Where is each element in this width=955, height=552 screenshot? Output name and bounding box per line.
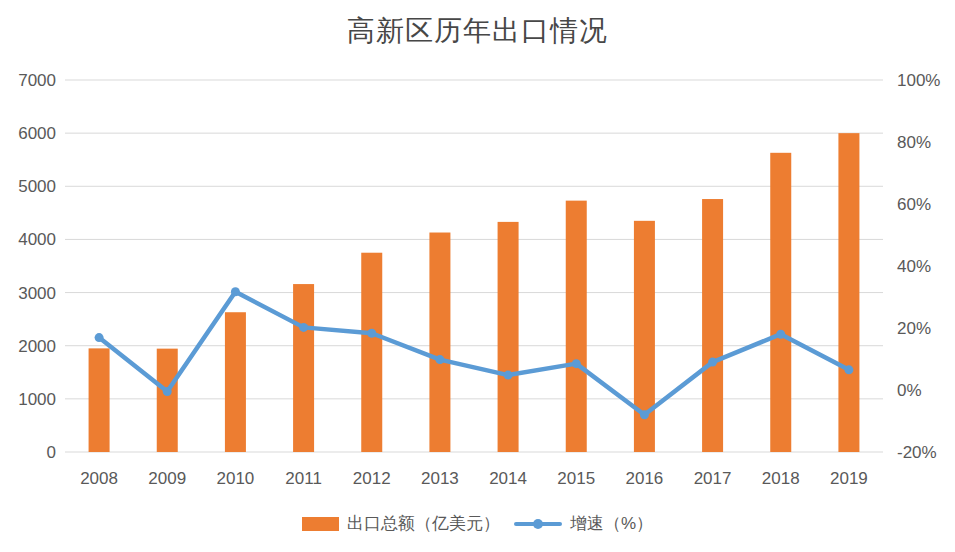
x-tick-2008: 2008: [80, 469, 118, 488]
y-left-tick-4000: 4000: [18, 230, 56, 249]
growth-marker-2009: [163, 387, 172, 396]
bar-2010: [225, 312, 246, 452]
legend-item-growth: 增速（%）: [514, 512, 653, 535]
y-right-tick-100%: 100%: [897, 71, 940, 90]
x-tick-2011: 2011: [285, 469, 322, 488]
y-left-tick-0: 0: [47, 443, 56, 462]
legend-bar-swatch-icon: [302, 517, 339, 531]
chart-page: 高新区历年出口情况 0 1000 2000 3000 4000 5000 6000 7000 -…: [0, 0, 955, 552]
gridlines: [65, 80, 883, 452]
bar-2009: [157, 349, 178, 452]
x-tick-2013: 2013: [421, 469, 459, 488]
x-tick-2017: 2017: [694, 469, 732, 488]
growth-marker-2010: [231, 287, 240, 296]
y-right-tick-20%: 20%: [897, 319, 931, 338]
bar-2008: [89, 348, 110, 452]
legend-item-exports: 出口总额（亿美元）: [302, 512, 500, 535]
bar-2011: [293, 284, 314, 452]
bar-2014: [498, 222, 519, 452]
y-left-tick-5000: 5000: [18, 177, 56, 196]
chart-title: 高新区历年出口情况: [0, 12, 955, 50]
x-tick-2019: 2019: [830, 469, 868, 488]
y-left-tick-2000: 2000: [18, 337, 56, 356]
growth-marker-2014: [504, 371, 513, 380]
growth-marker-2011: [299, 323, 308, 332]
growth-marker-2018: [776, 330, 785, 339]
bar-2012: [361, 253, 382, 452]
legend-label-exports: 出口总额（亿美元）: [347, 512, 500, 535]
bar-2018: [770, 153, 791, 452]
y-left-tick-1000: 1000: [18, 390, 56, 409]
legend-line-marker-icon: [514, 519, 562, 529]
growth-marker-2015: [572, 359, 581, 368]
y-right-tick--20%: -20%: [897, 443, 937, 462]
x-tick-2012: 2012: [353, 469, 391, 488]
y-right-tick-60%: 60%: [897, 195, 931, 214]
growth-marker-2013: [435, 355, 444, 364]
x-tick-2016: 2016: [626, 469, 664, 488]
growth-marker-2016: [640, 410, 649, 419]
legend-label-growth: 增速（%）: [570, 512, 653, 535]
growth-marker-2012: [367, 329, 376, 338]
bar-2013: [429, 233, 450, 452]
y-left-tick-3000: 3000: [18, 284, 56, 303]
y-left-tick-6000: 6000: [18, 124, 56, 143]
x-tick-2018: 2018: [762, 469, 800, 488]
chart-legend: 出口总额（亿美元） 增速（%）: [0, 512, 955, 535]
y-right-tick-80%: 80%: [897, 133, 931, 152]
x-tick-2010: 2010: [217, 469, 255, 488]
y-right-tick-0%: 0%: [897, 381, 922, 400]
growth-marker-2017: [708, 358, 717, 367]
chart-svg: 0 1000 2000 3000 4000 5000 6000 7000 -20% 0% 20% 40…: [0, 0, 955, 552]
growth-marker-2008: [95, 333, 104, 342]
x-tick-2009: 2009: [148, 469, 186, 488]
bar-2015: [566, 201, 587, 452]
bar-2019: [838, 133, 859, 452]
growth-marker-2019: [844, 365, 853, 374]
y-left-tick-7000: 7000: [18, 71, 56, 90]
bar-2017: [702, 199, 723, 452]
x-tick-2015: 2015: [557, 469, 595, 488]
growth-line: [99, 292, 849, 415]
x-tick-2014: 2014: [489, 469, 527, 488]
y-right-tick-40%: 40%: [897, 257, 931, 276]
